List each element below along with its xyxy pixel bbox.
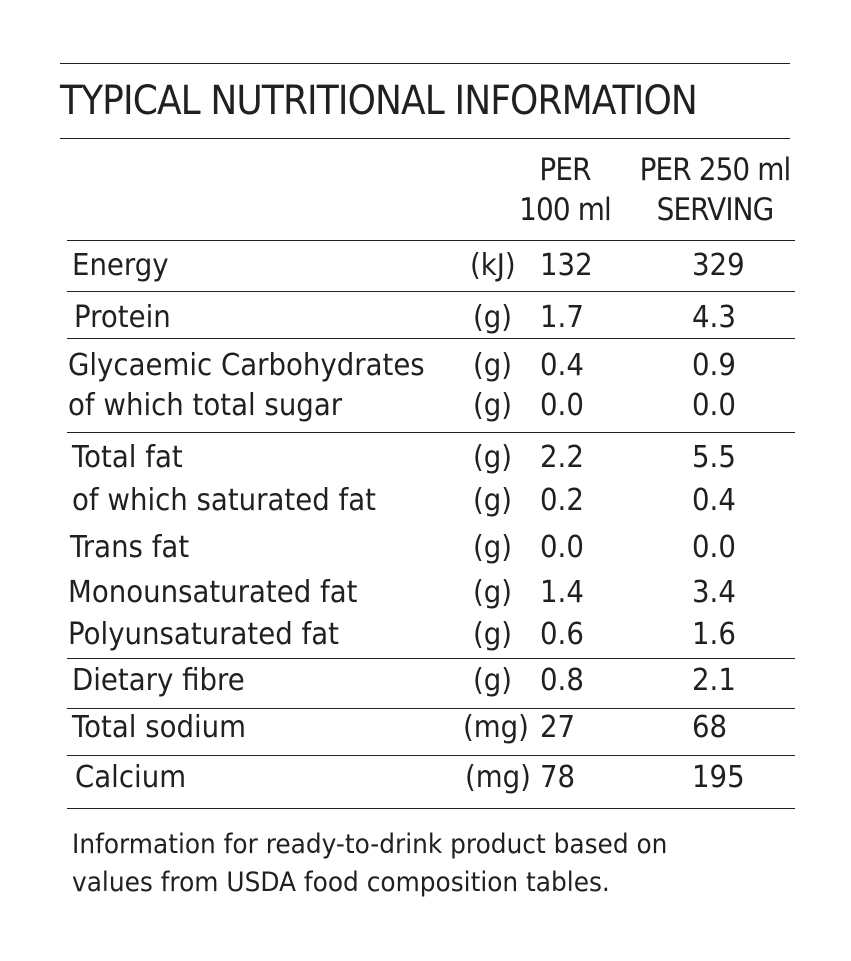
- row-unit: (kJ): [470, 248, 516, 283]
- row-label: of which saturated fat: [72, 483, 376, 518]
- header-per-serving-line1: PER 250 ml: [639, 152, 792, 188]
- row-unit: (g): [473, 575, 513, 610]
- row-unit: (g): [473, 530, 513, 565]
- title-rule: [60, 138, 790, 139]
- header-per-serving: PER 250 ml SERVING: [634, 150, 796, 230]
- row-label: Total fat: [72, 440, 183, 475]
- header-per-100ml-line2: 100 ml: [519, 192, 612, 228]
- row-rule: [67, 291, 795, 292]
- row-label: Energy: [72, 248, 169, 283]
- row-unit: (mg): [465, 760, 531, 795]
- row-label: Trans fat: [70, 530, 190, 565]
- header-per-serving-line2: SERVING: [656, 192, 775, 228]
- row-rule: [67, 240, 795, 241]
- row-label: Dietary fibre: [72, 663, 245, 698]
- row-label: Protein: [74, 300, 171, 335]
- row-per-serving: 68: [692, 710, 728, 745]
- row-rule: [67, 808, 795, 809]
- top-rule: [60, 63, 790, 64]
- row-label: Polyunsaturated fat: [68, 617, 339, 652]
- row-label: Total sodium: [72, 710, 247, 745]
- row-per-100ml: 0.6: [540, 617, 584, 652]
- page-title: TYPICAL NUTRITIONAL INFORMATION: [60, 78, 698, 124]
- row-per-100ml: 78: [540, 760, 576, 795]
- row-rule: [67, 708, 795, 709]
- row-unit: (g): [473, 483, 513, 518]
- row-per-serving: 2.1: [692, 663, 736, 698]
- row-per-100ml: 2.2: [540, 440, 584, 475]
- row-unit: (g): [473, 617, 513, 652]
- row-per-serving: 4.3: [692, 300, 736, 335]
- row-per-100ml: 27: [540, 710, 576, 745]
- row-unit: (g): [473, 300, 513, 335]
- footnote: Information for ready-to-drink product b…: [72, 826, 667, 902]
- row-per-100ml: 0.0: [540, 530, 584, 565]
- row-unit: (g): [473, 388, 513, 423]
- row-label: Monounsaturated fat: [68, 575, 358, 610]
- row-per-100ml: 132: [540, 248, 593, 283]
- footnote-line1: Information for ready-to-drink product b…: [72, 829, 668, 860]
- row-unit: (g): [473, 663, 513, 698]
- footnote-line2: values from USDA food composition tables…: [72, 867, 610, 898]
- row-per-100ml: 1.7: [540, 300, 584, 335]
- row-unit: (g): [473, 348, 513, 383]
- row-per-100ml: 0.8: [540, 663, 584, 698]
- row-rule: [67, 658, 795, 659]
- row-rule: [67, 755, 795, 756]
- row-per-100ml: 0.2: [540, 483, 584, 518]
- row-per-serving: 0.4: [692, 483, 736, 518]
- row-unit: (mg): [463, 710, 529, 745]
- row-per-serving: 0.9: [692, 348, 736, 383]
- row-per-100ml: 0.4: [540, 348, 584, 383]
- row-per-serving: 0.0: [692, 388, 736, 423]
- row-per-100ml: 0.0: [540, 388, 584, 423]
- row-label: of which total sugar: [68, 388, 343, 423]
- row-per-serving: 3.4: [692, 575, 736, 610]
- row-rule: [67, 338, 795, 339]
- row-per-serving: 329: [692, 248, 745, 283]
- row-per-serving: 0.0: [692, 530, 736, 565]
- row-per-100ml: 1.4: [540, 575, 584, 610]
- row-unit: (g): [473, 440, 513, 475]
- row-per-serving: 195: [692, 760, 745, 795]
- row-per-serving: 5.5: [692, 440, 736, 475]
- row-per-serving: 1.6: [692, 617, 736, 652]
- header-per-100ml-line1: PER: [539, 152, 591, 188]
- header-per-100ml: PER 100 ml: [516, 150, 615, 230]
- row-label: Calcium: [75, 760, 187, 795]
- row-label: Glycaemic Carbohydrates: [68, 348, 425, 383]
- row-rule: [67, 432, 795, 433]
